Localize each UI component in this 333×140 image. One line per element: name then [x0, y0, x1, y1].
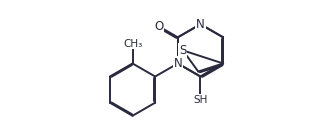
Text: N: N — [173, 57, 182, 70]
Text: S: S — [179, 44, 186, 57]
Text: CH₃: CH₃ — [123, 39, 142, 49]
Text: N: N — [196, 18, 205, 31]
Text: O: O — [154, 20, 163, 33]
Text: SH: SH — [193, 95, 208, 105]
